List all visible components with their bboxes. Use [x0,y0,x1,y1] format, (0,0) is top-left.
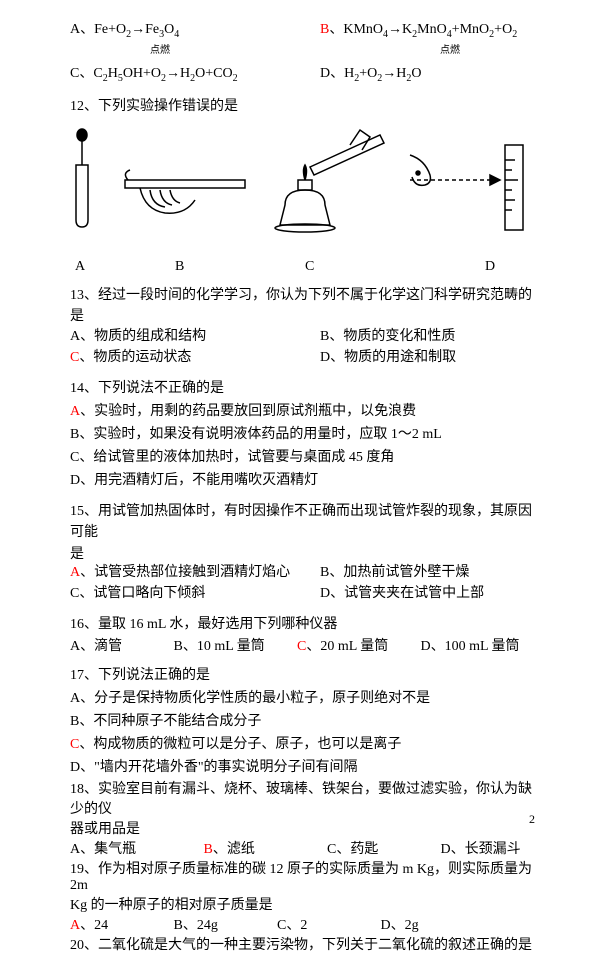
q13-row1: A、物质的组成和结构 B、物质的变化和性质 [70,327,535,347]
q15-a: A、试管受热部位接触到酒精灯焰心 [70,563,320,583]
q16-c: C、20 mL 量筒 [297,635,417,655]
eq-b: B、KMnO4→K2MnO4+MnO2+O2 [320,20,535,42]
eq-c-text: C2H5OH+O2→H2O+CO2 [93,66,237,81]
eq-b-label: B [320,22,329,37]
q18-a: A、集气瓶 [70,838,200,858]
label-a: A [70,259,135,275]
q13-a: A、物质的组成和结构 [70,327,320,347]
q13-b: B、物质的变化和性质 [320,327,535,347]
q12-diagram [70,125,535,255]
diagram-b-icon [125,170,245,213]
eq-a-text: Fe+O2→Fe3O4 [94,22,179,37]
page-number: 2 [529,812,535,827]
eq-b-text: KMnO4→K2MnO4+MnO2+O2 [343,22,517,37]
diagram-d-icon [410,145,523,230]
q17-b: B、不同种原子不能结合成分子 [70,711,535,732]
q18-stem2: 器或用品是 [70,818,535,838]
q15-d: D、试管夹夹在试管中上部 [320,584,535,604]
lab-diagram-svg [70,125,530,255]
q14-b: B、实验时，如果没有说明液体药品的用量时，应取 1～2 mL [70,424,535,445]
q15-c: C、试管口略向下倾斜 [70,584,320,604]
q16-d: D、100 mL 量筒 [421,635,520,655]
label-c: C [305,259,445,275]
q15-row1: A、试管受热部位接触到酒精灯焰心 B、加热前试管外壁干燥 [70,563,535,583]
q19-a: A、24 [70,914,170,934]
q14-c: C、给试管里的液体加热时，试管要与桌面成 45 度角 [70,447,535,468]
ann-left: 点燃 [70,44,400,58]
eq-d: D、H2+O2→H2O [320,64,535,86]
q15-stem2: 是 [70,543,535,563]
q19-c: C、2 [277,914,377,934]
equation-row-ab: A、Fe+O2→Fe3O4 B、KMnO4→K2MnO4+MnO2+O2 [70,20,535,42]
q13-row2: C、物质的运动状态 D、物质的用途和制取 [70,348,535,368]
label-b: B [135,259,305,275]
q15-row2: C、试管口略向下倾斜 D、试管夹夹在试管中上部 [70,584,535,604]
eq-c: C、C2H5OH+O2→H2O+CO2 [70,64,320,86]
eq-d-text: H2+O2→H2O [344,66,421,81]
ann-right: 点燃 [400,44,535,58]
q18-c: C、药匙 [327,838,437,858]
eq-d-label: D、 [320,66,344,81]
q17-stem: 17、下列说法正确的是 [70,665,535,686]
q16-b: B、10 mL 量筒 [174,635,294,655]
q14-a: A、实验时，用剩的药品要放回到原试剂瓶中，以免浪费 [70,401,535,422]
q18-b: B、滤纸 [204,838,324,858]
q19-stem2: Kg 的一种原子的相对原子质量是 [70,894,535,914]
eq-a: A、Fe+O2→Fe3O4 [70,20,320,42]
q12-diagram-labels: A B C D [70,259,535,275]
q16-options: A、滴管 B、10 mL 量筒 C、20 mL 量筒 D、100 mL 量筒 [70,635,535,655]
q18-options: A、集气瓶 B、滤纸 C、药匙 D、长颈漏斗 [70,838,535,858]
q16-stem: 16、量取 16 mL 水，最好选用下列哪种仪器 [70,614,535,635]
q19-d: D、2g [381,914,419,934]
q13-c: C、物质的运动状态 [70,348,320,368]
q13-d: D、物质的用途和制取 [320,348,535,368]
q14-stem: 14、下列说法不正确的是 [70,378,535,399]
diagram-c-icon [275,130,384,232]
q12-stem: 12、下列实验操作错误的是 [70,96,535,117]
q17-a: A、分子是保持物质化学性质的最小粒子，原子则绝对不是 [70,688,535,709]
q20-stem: 20、二氧化硫是大气的一种主要污染物，下列关于二氧化硫的叙述正确的是 [70,934,535,954]
q18-stem1: 18、实验室目前有漏斗、烧杯、玻璃棒、铁架台，要做过滤实验，你认为缺少的仪 [70,778,535,818]
q14-d: D、用完酒精灯后，不能用嘴吹灭酒精灯 [70,470,535,491]
q13-stem: 13、经过一段时间的化学学习，你认为下列不属于化学这门科学研究范畴的是 [70,285,535,327]
equation-row-cd: C、C2H5OH+O2→H2O+CO2 D、H2+O2→H2O [70,64,535,86]
q16-a: A、滴管 [70,635,170,655]
q17-d: D、"墙内开花墙外香"的事实说明分子间有间隔 [70,757,535,778]
q19-b: B、24g [174,914,274,934]
q19-stem1: 19、作为相对原子质量标准的碳 12 原子的实际质量为 m Kg，则实际质量为 … [70,858,535,894]
annotation-row-1: 点燃 点燃 [70,44,535,58]
eq-c-label: C、 [70,66,93,81]
q18-d: D、长颈漏斗 [441,838,521,858]
q15-stem1: 15、用试管加热固体时，有时因操作不正确而出现试管炸裂的现象，其原因可能 [70,501,535,543]
q17-c: C、构成物质的微粒可以是分子、原子，也可以是离子 [70,734,535,755]
q19-options: A、24 B、24g C、2 D、2g [70,914,535,934]
eq-b-sep: 、 [329,22,343,37]
page-container: A、Fe+O2→Fe3O4 B、KMnO4→K2MnO4+MnO2+O2 点燃 … [0,0,595,974]
q15-b: B、加热前试管外壁干燥 [320,563,535,583]
diagram-a-icon [76,129,88,227]
eq-a-label: A、 [70,22,94,37]
label-d: D [445,259,495,275]
